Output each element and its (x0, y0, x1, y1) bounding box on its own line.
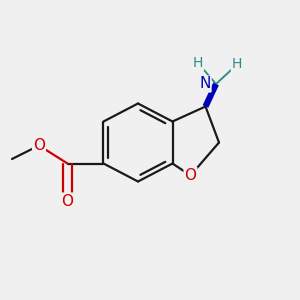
Text: O: O (61, 194, 74, 208)
Text: N: N (199, 76, 211, 92)
Text: H: H (193, 56, 203, 70)
Text: O: O (184, 168, 196, 183)
Text: O: O (33, 138, 45, 153)
Text: H: H (232, 58, 242, 71)
